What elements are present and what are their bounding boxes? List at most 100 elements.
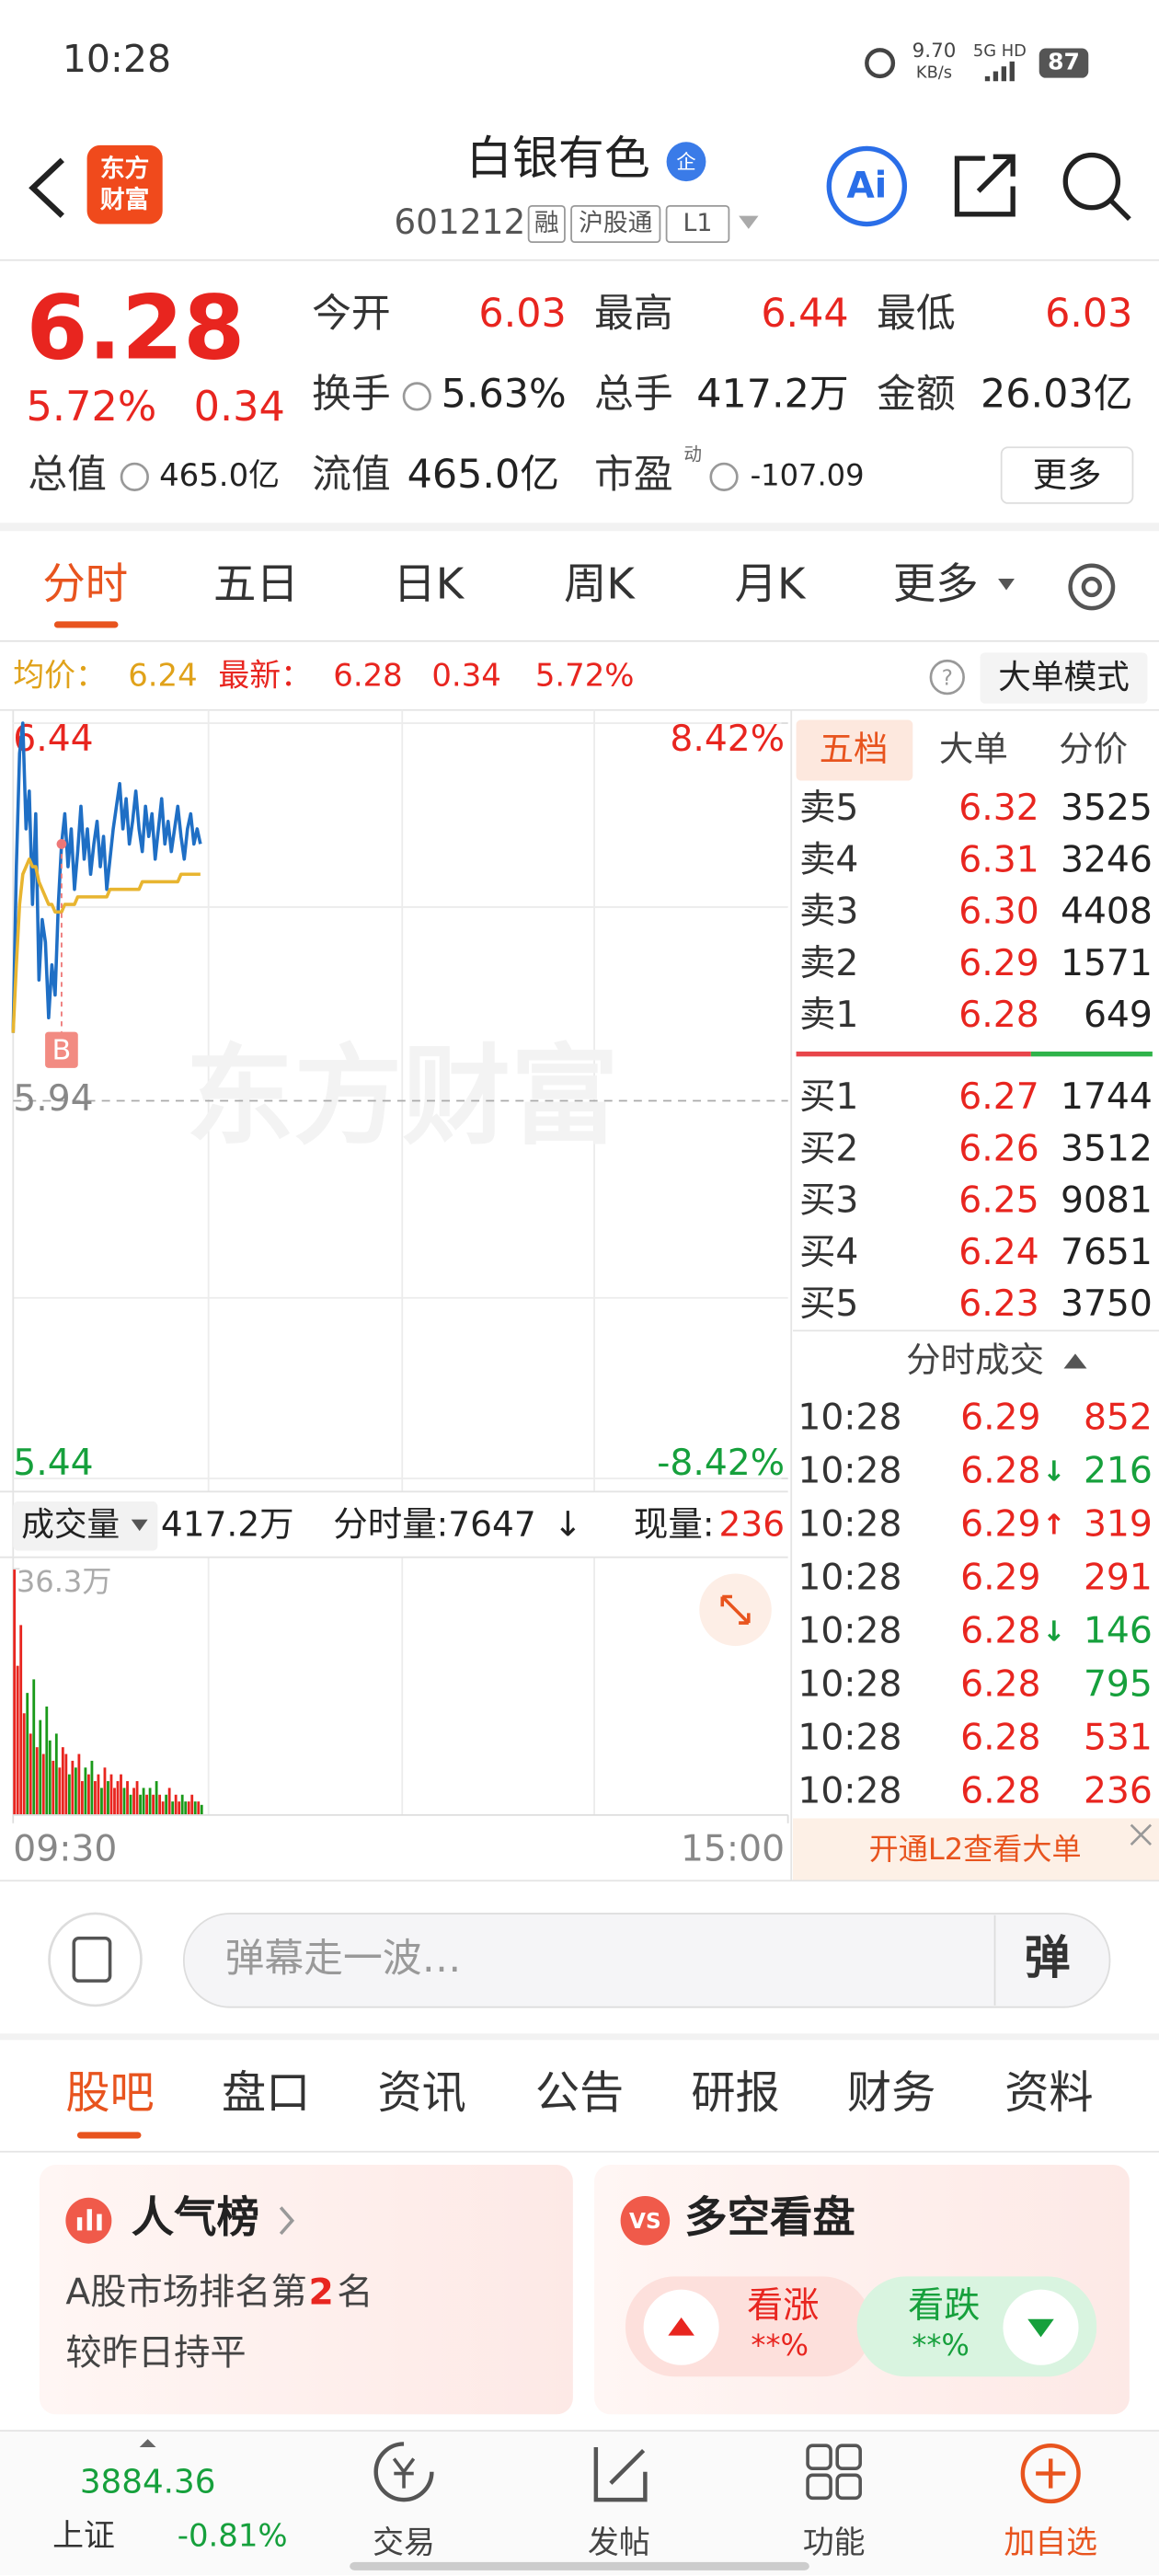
chart-tab[interactable]: 更多 <box>893 558 979 608</box>
chart-tab[interactable]: 日K <box>393 558 465 608</box>
trade-arrow: ↑ <box>1042 1509 1065 1541</box>
field-value: -107.09 <box>751 457 865 492</box>
field-value: 6.03 <box>1045 291 1132 337</box>
tag: 沪股通 <box>579 209 652 237</box>
volume-bar <box>184 1801 188 1815</box>
y2-tick-label: 8.42% <box>670 719 785 760</box>
nav-item[interactable]: 交易 <box>373 2524 435 2560</box>
section-tab[interactable]: 资料 <box>1004 2067 1093 2119</box>
index-value[interactable]: 3884.36 <box>80 2463 216 2501</box>
ai-button[interactable] <box>826 145 908 227</box>
trade-time: 10:28 <box>798 1663 901 1705</box>
battery-level: 87 <box>1048 49 1080 75</box>
mode-button[interactable] <box>980 652 1148 704</box>
help-text[interactable]: ? <box>942 665 953 690</box>
y-tick-label: 5.44 <box>13 1443 93 1484</box>
search-button[interactable] <box>1062 152 1121 211</box>
danmaku-input[interactable] <box>182 1913 1111 2008</box>
danmaku-toggle[interactable] <box>48 1912 143 2007</box>
net-speed: 9.70 <box>912 40 957 63</box>
popularity-card[interactable] <box>39 2165 573 2415</box>
volume-bar <box>109 1774 113 1815</box>
volume-bar <box>32 1679 36 1815</box>
current-volume: 236 <box>719 1503 786 1544</box>
field-value: 465.0亿 <box>407 452 559 498</box>
volume-label[interactable]: 成交量 <box>21 1506 120 1544</box>
volume-bar <box>39 1719 42 1815</box>
ai-label[interactable]: Ai <box>846 166 887 207</box>
volume-bar <box>61 1747 64 1815</box>
chart-tab[interactable]: 月K <box>735 558 807 608</box>
tag-box <box>570 204 661 244</box>
volume-select[interactable] <box>13 1501 158 1551</box>
book-tab[interactable]: 五档 <box>820 729 889 769</box>
index-change: -0.81% <box>178 2518 288 2554</box>
more-label[interactable]: 更多 <box>1033 454 1102 495</box>
book-tab[interactable]: 分价 <box>1059 729 1128 769</box>
mode-label[interactable]: 大单模式 <box>998 659 1130 696</box>
chart-tab[interactable]: 分时 <box>42 558 128 608</box>
chart-tab[interactable]: 周K <box>564 558 636 608</box>
section-tab[interactable]: 研报 <box>691 2067 779 2119</box>
sort-arrow <box>1063 1353 1087 1369</box>
signal-bar <box>984 75 991 82</box>
book-price: 6.30 <box>958 891 1039 933</box>
status-time: 10:28 <box>63 37 171 81</box>
nav-item[interactable]: 功能 <box>803 2524 866 2560</box>
section-tab[interactable]: 盘口 <box>222 2067 310 2119</box>
card-title[interactable]: 多空看盘 <box>684 2192 855 2242</box>
settings-button[interactable] <box>1068 563 1116 611</box>
rank-note: 较昨日持平 <box>65 2333 246 2375</box>
field-label: 总值 <box>28 452 107 498</box>
chart-tab[interactable]: 五日 <box>213 558 299 608</box>
trade-icon-glyph <box>392 2457 416 2489</box>
volume-bar <box>84 1767 87 1815</box>
y2-tick-label: -8.42% <box>657 1443 785 1484</box>
section-tab[interactable]: 公告 <box>535 2067 624 2119</box>
danmaku-placeholder[interactable]: 弹幕走一波… <box>225 1936 462 1982</box>
field-value: 5.63% <box>442 371 567 417</box>
trade-time: 10:28 <box>798 1610 901 1651</box>
trade-time: 10:28 <box>798 1503 901 1545</box>
section-tab[interactable]: 股吧 <box>65 2067 154 2119</box>
x-tick-label: 15:00 <box>681 1829 785 1870</box>
volume-bar <box>167 1788 171 1815</box>
volume-bar <box>67 1774 71 1815</box>
help-icon[interactable] <box>929 659 965 696</box>
rank-text: A股市场排名第 <box>65 2272 306 2314</box>
banner-text[interactable]: 开通L2查看大单 <box>869 1832 1082 1867</box>
field-label: 流值 <box>312 452 391 498</box>
section-tab[interactable]: 资讯 <box>377 2067 465 2119</box>
tab-underline <box>53 621 119 628</box>
trade-volume: 852 <box>1084 1397 1153 1438</box>
volume-bar <box>41 1754 45 1815</box>
volume-bar <box>178 1801 181 1815</box>
bull-label: 看涨 <box>747 2285 820 2327</box>
nav-item[interactable]: 加自选 <box>1004 2524 1097 2560</box>
back-button[interactable] <box>29 157 64 218</box>
book-level: 卖5 <box>799 788 858 829</box>
volume-bar <box>107 1781 109 1815</box>
dropdown-arrow <box>131 1519 148 1532</box>
network-type: 5G HD <box>973 41 1027 61</box>
chevron <box>279 2206 295 2236</box>
icon-bar <box>76 2217 83 2231</box>
ask-bid-ratio-bid <box>1030 1052 1153 1057</box>
l2-banner[interactable] <box>793 1818 1159 1881</box>
rank-text: 名 <box>337 2272 373 2314</box>
card-title[interactable]: 人气榜 <box>132 2192 259 2242</box>
volume-bar <box>165 1794 168 1815</box>
trade-time: 10:28 <box>798 1450 901 1491</box>
trade-price: 6.29 <box>960 1397 1040 1438</box>
nav-item[interactable]: 发帖 <box>588 2524 650 2560</box>
volume-bar <box>35 1747 39 1815</box>
danmaku-send[interactable]: 弹 <box>1025 1931 1071 1984</box>
index-arrow <box>139 2439 156 2447</box>
function-icon <box>806 2473 832 2501</box>
book-price: 6.26 <box>958 1128 1039 1169</box>
more-button[interactable] <box>1000 446 1134 504</box>
trade-volume: 216 <box>1084 1450 1153 1491</box>
book-tab[interactable]: 大单 <box>939 729 1008 769</box>
section-tab[interactable]: 财务 <box>847 2067 935 2119</box>
share-button[interactable] <box>954 154 1016 217</box>
